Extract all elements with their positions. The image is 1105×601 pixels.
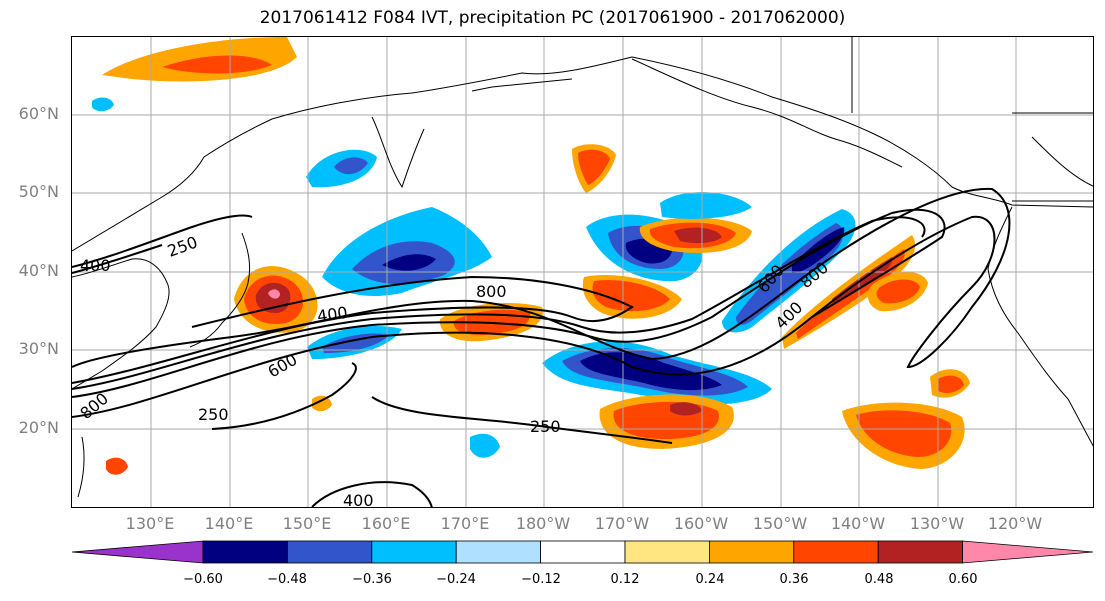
- positive-precip-area: [268, 289, 280, 299]
- lat-label: 20°N: [18, 418, 59, 437]
- coastlines: [72, 37, 1093, 498]
- colorbar-segment: [962, 540, 1094, 564]
- lat-label: 30°N: [18, 339, 59, 358]
- positive-precip-area: [578, 149, 610, 185]
- coastline-kamchatka: [371, 116, 425, 189]
- colorbar-segment: [540, 540, 626, 564]
- lon-label: 120°W: [987, 514, 1043, 533]
- negative-precip-area: [660, 192, 752, 219]
- lat-label: 40°N: [18, 261, 59, 280]
- colorbar-tick-label: −0.12: [521, 572, 561, 587]
- colorbar-segment: [371, 540, 457, 564]
- positive-precip-area: [162, 55, 272, 74]
- ivt-contour-400-south: [311, 481, 433, 507]
- colorbar: [71, 540, 1094, 564]
- colorbar-segment: [793, 540, 879, 564]
- colorbar-tick-label: 0.24: [695, 572, 725, 587]
- coastline-asia: [72, 56, 1093, 252]
- lon-label: 170°E: [440, 514, 490, 533]
- lon-label: 180°W: [515, 514, 571, 533]
- positive-precip-area: [876, 279, 920, 304]
- negative-precip-area: [334, 157, 368, 175]
- coastline-aleutians: [471, 78, 573, 92]
- coastline-alaska: [631, 58, 903, 168]
- colorbar-tick-label: 0.36: [779, 572, 809, 587]
- positive-precip-area: [938, 375, 964, 393]
- coastline-korea-china: [72, 258, 170, 390]
- map-panel: [71, 36, 1094, 508]
- lon-label: 160°E: [361, 514, 411, 533]
- lon-label: 130°W: [909, 514, 965, 533]
- colorbar-segment: [455, 540, 542, 564]
- ivt-contour-800: [72, 275, 634, 384]
- lat-label: 50°N: [18, 182, 59, 201]
- colorbar-segment: [202, 540, 288, 564]
- positive-precip-area: [674, 227, 722, 244]
- coastline-japan: [189, 232, 251, 348]
- country-border-canada-us: [851, 37, 1093, 202]
- lon-label: 150°E: [282, 514, 332, 533]
- lon-label: 140°E: [204, 514, 254, 533]
- negative-precip-area: [322, 333, 390, 353]
- lon-label: 170°W: [594, 514, 650, 533]
- ivt-contours: [72, 187, 1011, 507]
- colorbar-tick-label: 0.60: [948, 572, 978, 587]
- ivt-contour-400: [72, 208, 946, 398]
- colorbar-segment: [877, 540, 964, 564]
- colorbar-tick-label: 0.12: [610, 572, 640, 587]
- ivt-contour-250-south: [72, 214, 673, 444]
- lon-label: 160°W: [673, 514, 729, 533]
- map-canvas: [72, 37, 1093, 507]
- precip-shading: [92, 37, 970, 475]
- figure-title: 2017061412 F084 IVT, precipitation PC (2…: [259, 8, 846, 28]
- colorbar-tick-label: −0.60: [183, 572, 223, 587]
- positive-precip-area: [670, 402, 702, 416]
- ivt-contour-600: [72, 216, 926, 390]
- lon-label: 130°E: [125, 514, 175, 533]
- lon-label: 140°W: [830, 514, 886, 533]
- colorbar-segment: [71, 540, 204, 564]
- colorbar-tick-label: −0.48: [267, 572, 307, 587]
- ivt-contour-250: [72, 187, 1011, 418]
- colorbar-segment: [709, 540, 795, 564]
- positive-precip-area: [312, 395, 332, 412]
- negative-precip-area: [470, 433, 500, 458]
- colorbar-segment: [624, 540, 710, 564]
- lat-label: 60°N: [18, 104, 59, 123]
- colorbar-tick-label: −0.24: [436, 572, 476, 587]
- coastline-philippines: [77, 436, 85, 498]
- lon-label: 150°W: [752, 514, 808, 533]
- positive-precip-area: [856, 410, 952, 457]
- coastline-north-america: [987, 206, 1093, 447]
- colorbar-tick-label: −0.36: [352, 572, 392, 587]
- negative-precip-area: [92, 97, 114, 112]
- colorbar-segment: [286, 540, 373, 564]
- positive-precip-area: [106, 457, 128, 475]
- positive-precip-area: [592, 279, 670, 312]
- colorbar-tick-label: 0.48: [864, 572, 894, 587]
- ivt-contour-400-north: [72, 244, 163, 274]
- negative-precip-area: [382, 254, 436, 271]
